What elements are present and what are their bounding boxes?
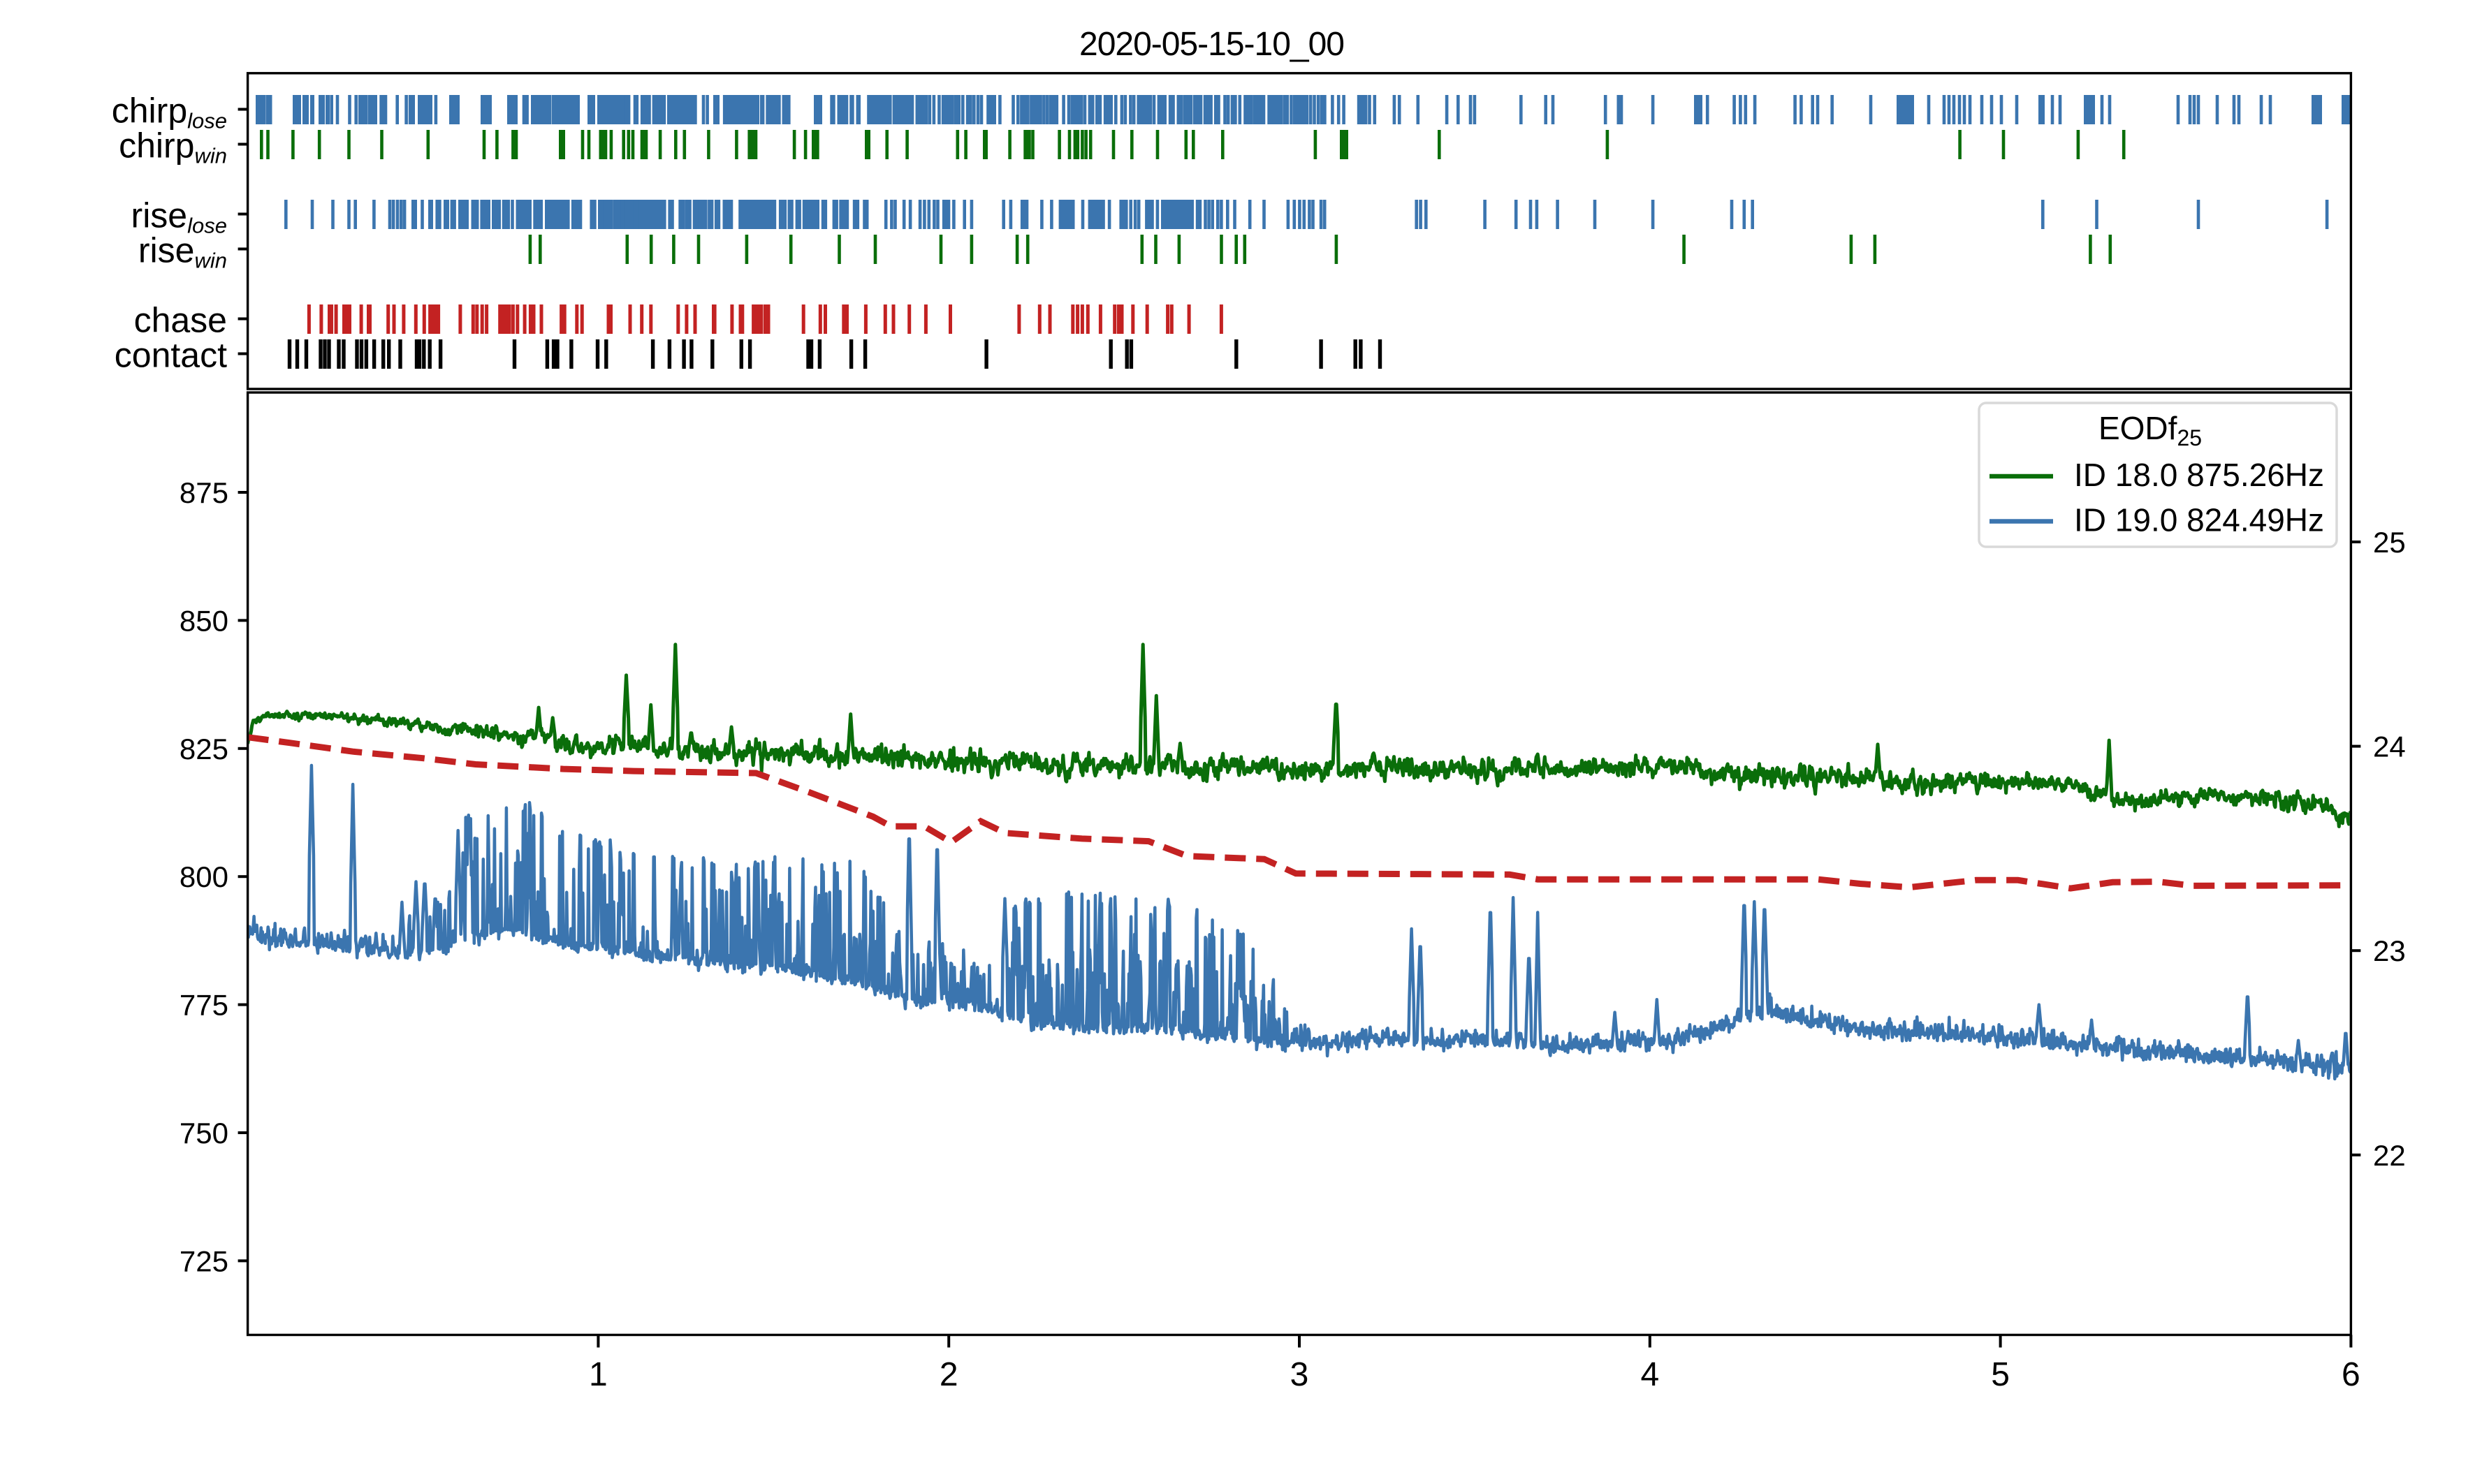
svg-text:825: 825	[180, 733, 228, 765]
svg-text:3: 3	[1290, 1356, 1309, 1393]
svg-text:800: 800	[180, 860, 228, 893]
svg-text:contact: contact	[115, 336, 227, 375]
svg-text:2: 2	[940, 1356, 958, 1393]
svg-text:725: 725	[180, 1244, 228, 1277]
svg-text:750: 750	[180, 1117, 228, 1149]
svg-text:4: 4	[1640, 1356, 1659, 1393]
svg-text:riselose: riselose	[131, 196, 227, 238]
svg-text:2020-05-15-10_00: 2020-05-15-10_00	[1079, 26, 1344, 63]
svg-text:24: 24	[2373, 730, 2406, 763]
svg-text:risewin: risewin	[138, 231, 227, 273]
svg-text:850: 850	[180, 604, 228, 637]
svg-text:775: 775	[180, 989, 228, 1022]
svg-text:ID 18.0 875.26Hz: ID 18.0 875.26Hz	[2074, 457, 2324, 493]
svg-text:6: 6	[2342, 1356, 2360, 1393]
svg-text:5: 5	[1991, 1356, 2010, 1393]
svg-text:ID 19.0 824.49Hz: ID 19.0 824.49Hz	[2074, 502, 2324, 538]
svg-text:chirplose: chirplose	[112, 91, 227, 133]
svg-text:875: 875	[180, 476, 228, 509]
svg-text:EODf25: EODf25	[2098, 410, 2202, 450]
svg-text:22: 22	[2373, 1139, 2406, 1172]
svg-text:1: 1	[589, 1356, 608, 1393]
svg-text:chirpwin: chirpwin	[119, 126, 227, 168]
svg-text:chase: chase	[134, 301, 227, 340]
svg-text:23: 23	[2373, 934, 2406, 967]
svg-text:25: 25	[2373, 526, 2406, 559]
